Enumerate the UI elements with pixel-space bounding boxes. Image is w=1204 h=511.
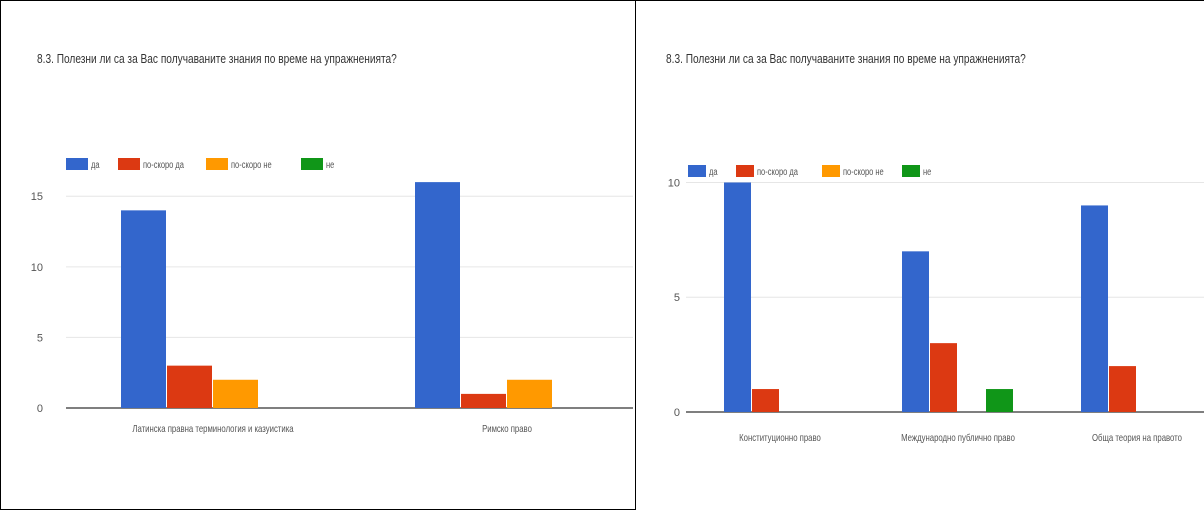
bar — [121, 210, 166, 408]
bar — [461, 393, 506, 408]
legend-label: по-скоро не — [843, 166, 884, 177]
bar — [902, 251, 929, 412]
bar — [415, 182, 460, 408]
chart-title: 8.3. Полезни ли са за Вас получаваните з… — [37, 51, 397, 66]
y-tick-label: 0 — [37, 403, 43, 415]
y-tick-label: 15 — [31, 191, 43, 203]
legend-swatch — [66, 158, 88, 170]
category-label: Конституционно право — [739, 432, 821, 443]
category-label: Международно публично право — [901, 432, 1015, 443]
bar — [1081, 205, 1108, 412]
chart-title: 8.3. Полезни ли са за Вас получаваните з… — [666, 51, 1026, 66]
y-tick-label: 5 — [674, 292, 680, 304]
bar — [1109, 366, 1136, 412]
legend-label: по-скоро да — [143, 159, 184, 170]
legend-swatch — [688, 165, 706, 177]
chart-panel-left: 8.3. Полезни ли са за Вас получаваните з… — [0, 0, 636, 510]
legend-swatch — [301, 158, 323, 170]
bar-chart-right: да по-скоро да по-скоро не не 0 5 10 Конституци… — [668, 165, 1204, 443]
legend-swatch — [902, 165, 920, 177]
category-label: Латинска правна терминология и казуистик… — [132, 423, 294, 434]
bar-chart-left: да по-скоро да по-скоро не не 0 5 10 15 Латинска… — [31, 158, 633, 434]
legend-label: не — [326, 159, 334, 170]
legend-label: по-скоро да — [757, 166, 798, 177]
y-tick-label: 10 — [668, 177, 680, 189]
category-label: Римско право — [482, 423, 532, 434]
legend-label: да — [709, 166, 718, 177]
y-tick-label: 0 — [674, 407, 680, 419]
chart-panel-right: 8.3. Полезни ли са за Вас получаваните з… — [636, 0, 1204, 510]
bar — [752, 389, 779, 412]
legend-label: да — [91, 159, 100, 170]
bar — [167, 365, 212, 408]
bar — [930, 343, 957, 412]
legend-swatch — [206, 158, 228, 170]
legend-swatch — [118, 158, 140, 170]
legend-label: не — [923, 166, 931, 177]
bar — [986, 389, 1013, 412]
category-label: Обща теория на правото — [1092, 432, 1182, 443]
bar — [213, 379, 258, 408]
bar — [724, 182, 751, 412]
legend-swatch — [736, 165, 754, 177]
legend-label: по-скоро не — [231, 159, 272, 170]
y-tick-label: 10 — [31, 262, 43, 274]
bar — [507, 379, 552, 408]
y-tick-label: 5 — [37, 332, 43, 344]
legend-swatch — [822, 165, 840, 177]
